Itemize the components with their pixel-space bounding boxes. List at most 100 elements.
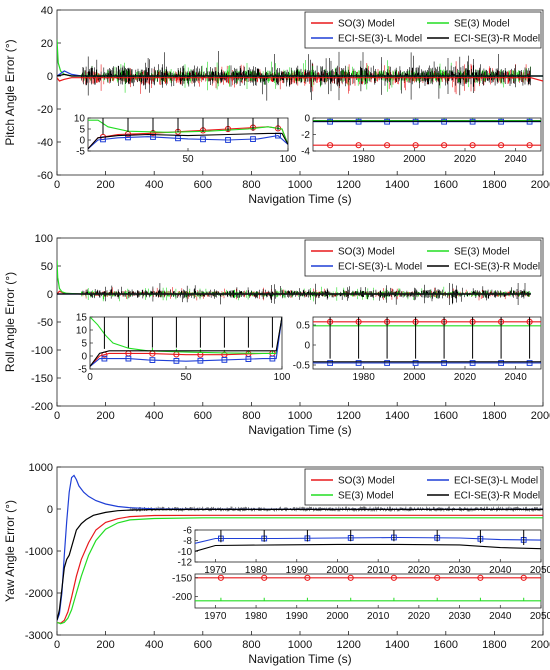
x-tick-label: 400 (145, 639, 163, 651)
inset-series-line-3 (88, 132, 288, 150)
legend-label: SO(3) Model (338, 247, 395, 258)
inset-marker (355, 142, 362, 149)
y-tick-label: -50 (37, 317, 53, 329)
panel-1: 0200400600800100012001400160018002000402… (3, 5, 550, 206)
inset-frame (312, 117, 542, 152)
y-tick-label: 0 (47, 504, 53, 516)
legend-label: ECI-SE(3)-L Model (454, 476, 538, 487)
inset-y-tick-label: 5 (81, 339, 87, 350)
legend-label: ECI-SE(3)-R Model (454, 262, 540, 273)
y-tick-label: 0 (47, 289, 53, 301)
inset-x-tick-label: 1980 (245, 611, 268, 622)
legend-label: SE(3) Model (454, 247, 510, 258)
x-tick-label: 600 (194, 639, 212, 651)
inset-x-tick-label: 1990 (286, 565, 309, 576)
inset-x-tick-label: 2050 (530, 565, 550, 576)
x-axis-label: Navigation Time (s) (248, 192, 351, 206)
inset-marker (498, 142, 505, 149)
inset-marker (520, 574, 527, 581)
inset-marker (261, 574, 268, 581)
inset-marker (384, 142, 391, 149)
inset-marker (125, 355, 132, 362)
x-tick-label: 1800 (482, 179, 506, 191)
inset-y-tick-label: 5 (79, 125, 85, 136)
inset-y-tick-label: -5 (76, 147, 85, 158)
inset-3-1: 1970 1980 1990 2000 2010 2020 2030 2040 2050 -6-8… (178, 526, 550, 577)
inset-marker (101, 355, 108, 362)
y-tick-label: -3000 (25, 630, 53, 642)
inset-x-tick-label: 1980 (245, 565, 268, 576)
x-tick-label: 0 (54, 639, 60, 651)
inset-frame (312, 316, 542, 370)
inset-series-line-0 (195, 536, 541, 544)
inset-marker (304, 574, 311, 581)
inset-marker (498, 360, 505, 366)
inset-data (88, 118, 288, 150)
plot-data (57, 474, 543, 625)
x-tick-label: 1600 (434, 639, 458, 651)
x-tick-label: 0 (54, 179, 60, 191)
inset-x-tick-label: 2020 (454, 372, 477, 383)
y-tick-label: 20 (41, 38, 53, 50)
x-tick-label: 1400 (385, 410, 409, 422)
inset-marker (221, 357, 228, 363)
y-tick-label: -200 (31, 401, 53, 413)
inset-x-tick-label: 2030 (448, 565, 471, 576)
legend-label: ECI-SE(3)-R Model (454, 34, 540, 45)
x-tick-label: 800 (242, 179, 260, 191)
inset-marker (269, 355, 276, 362)
inset-y-tick-label: 0 (79, 136, 85, 147)
inset-marker (526, 142, 533, 149)
y-tick-label: 0 (47, 71, 53, 83)
inset-x-tick-label: 2000 (326, 565, 349, 576)
x-tick-label: 1400 (385, 179, 409, 191)
x-axis-label: Navigation Time (s) (248, 652, 351, 666)
legend-box (304, 239, 542, 277)
legend-label: SO(3) Model (338, 19, 395, 30)
x-tick-label: 1600 (434, 179, 458, 191)
legend-label: ECI-SE(3)-L Model (338, 34, 422, 45)
inset-y-tick-label: -200 (172, 592, 192, 603)
x-tick-label: 1200 (336, 410, 360, 422)
x-tick-label: 1800 (482, 410, 506, 422)
inset-y-tick-label: -6 (183, 526, 192, 537)
legend: SO(3) Model ECI-SE(3)-L Model SE(3) Model E… (304, 468, 542, 506)
inset-marker (469, 360, 476, 366)
plot-data (57, 260, 531, 305)
inset-x-tick-label: 2030 (448, 611, 471, 622)
inset-2-2: 1980 2000 2020 2040 0.5 0 -0.5 (293, 316, 542, 383)
inset-marker (441, 142, 448, 149)
y-tick-label: -20 (37, 104, 53, 116)
inset-marker (412, 360, 419, 366)
inset-marker (327, 142, 334, 149)
inset-x-tick-label: 2020 (408, 611, 431, 622)
x-tick-label: 2000 (531, 639, 550, 651)
inset-x-tick-label: 2010 (367, 565, 390, 576)
inset-series-line-1 (195, 543, 541, 552)
legend-label: ECI-SE(3)-R Model (454, 491, 540, 502)
inset-3-2: 1970 1980 1990 2000 2010 2020 2030 2040 2050 -150… (172, 573, 550, 622)
inset-marker (245, 356, 252, 363)
inset-y-tick-label: -4 (301, 147, 310, 158)
inset-x-tick-label: 2020 (408, 565, 431, 576)
series-line-0 (57, 514, 543, 624)
inset-marker (526, 360, 533, 366)
legend-label: SE(3) Model (338, 491, 394, 502)
inset-y-tick-label: 15 (76, 313, 88, 324)
x-tick-label: 200 (96, 639, 114, 651)
series-line-2 (57, 474, 543, 621)
inset-series-line-3 (90, 317, 282, 367)
inset-x-tick-label: 1970 (204, 565, 227, 576)
inset-x-tick-label: 2020 (454, 154, 477, 165)
inset-marker (197, 357, 204, 364)
inset-x-tick-label: 1990 (286, 611, 309, 622)
inset-y-tick-label: 0 (304, 114, 310, 125)
x-tick-label: 2000 (531, 410, 550, 422)
x-tick-label: 1000 (288, 179, 312, 191)
inset-marker (327, 360, 334, 366)
inset-y-tick-label: 0 (304, 341, 310, 352)
x-tick-label: 200 (96, 179, 114, 191)
inset-x-tick-label: 1970 (204, 611, 227, 622)
